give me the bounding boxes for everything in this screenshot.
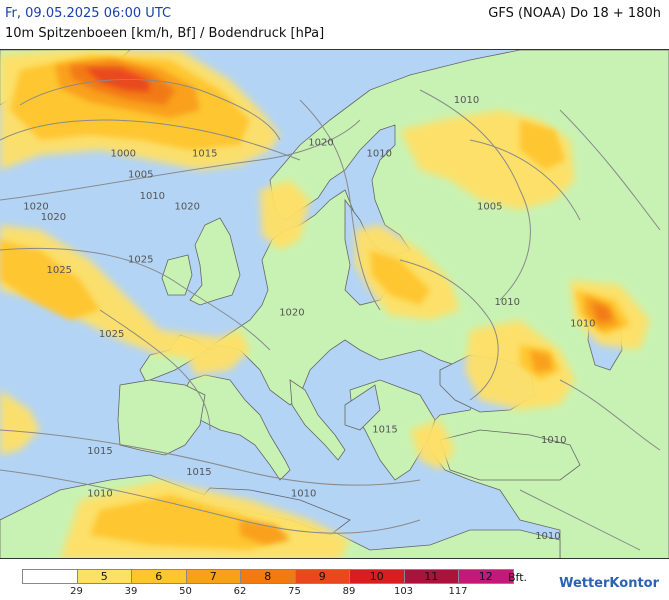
- isobar-label: 1025: [128, 255, 153, 266]
- weather-map: 1000 1005 1010 1015 1020 1020 1020 1025 1025 1025…: [0, 49, 669, 559]
- isobar-label: 1005: [477, 201, 502, 212]
- isobar-label: 1010: [535, 531, 560, 542]
- isobar-label: 1010: [140, 191, 165, 202]
- legend-threshold: 103: [393, 586, 414, 597]
- isobar-label: 1010: [367, 148, 392, 159]
- isobar-label: 1020: [41, 212, 66, 223]
- isobar-label: 1010: [87, 488, 112, 499]
- isobar-label: 1025: [47, 265, 72, 276]
- parameter-subtitle: 10m Spitzenboeen [km/h, Bf] / Bodendruck…: [5, 26, 325, 41]
- isobar-label: 1015: [87, 446, 112, 457]
- isobar-label: 1010: [454, 95, 479, 106]
- isobar-label: 1010: [570, 318, 595, 329]
- isobar-label: 1020: [279, 308, 304, 319]
- isobar-label: 1015: [186, 467, 211, 478]
- valid-time-title: Fr, 09.05.2025 06:00 UTC: [5, 6, 172, 21]
- legend-threshold: 29: [70, 586, 83, 597]
- legend-threshold: 75: [288, 586, 301, 597]
- gust-shading: [0, 50, 650, 558]
- isobar-label: 1020: [23, 201, 48, 212]
- isobar-label: 1015: [192, 148, 217, 159]
- legend-swatch: 5: [76, 569, 132, 584]
- isobar-label: 1015: [372, 425, 397, 436]
- legend-threshold: 89: [342, 586, 356, 597]
- legend-swatch: 11: [403, 569, 459, 584]
- model-run-title: GFS (NOAA) Do 18 + 180h: [488, 6, 661, 21]
- legend-unit: Bft.: [508, 571, 528, 584]
- legend-swatch: 8: [240, 569, 296, 584]
- isobar-label: 1020: [308, 138, 333, 149]
- isobar-label: 1025: [99, 329, 124, 340]
- map-canvas: 1000100510101015102010201020102510251025…: [0, 50, 669, 558]
- isobar-label: 1000: [111, 148, 136, 159]
- legend-threshold: 117: [448, 586, 468, 597]
- legend-swatch: 10: [349, 569, 405, 584]
- isobar-lines: [0, 78, 661, 551]
- legend-swatch: 7: [185, 569, 241, 584]
- brand-logo: WetterKontor: [559, 576, 659, 591]
- isobar-label: 1010: [541, 435, 566, 446]
- isobar-label: 1010: [291, 488, 316, 499]
- isobar-label: 1010: [495, 297, 520, 308]
- legend-swatch: 12: [458, 569, 514, 584]
- gust-legend: 5 6 7 8 9 10 11 12 29 39 50 62 75 89 103 117: [22, 569, 542, 599]
- isobar-labels: 1000100510101015102010201020102510251025…: [23, 95, 595, 542]
- legend-swatch: [22, 569, 78, 584]
- legend-threshold: 39: [124, 586, 138, 597]
- legend-swatch: 9: [294, 569, 350, 584]
- isobar-label: 1005: [128, 170, 153, 181]
- legend-swatch: 6: [131, 569, 187, 584]
- legend-threshold: 50: [179, 586, 192, 597]
- isobar-label: 1020: [175, 201, 200, 212]
- legend-threshold: 62: [233, 586, 247, 597]
